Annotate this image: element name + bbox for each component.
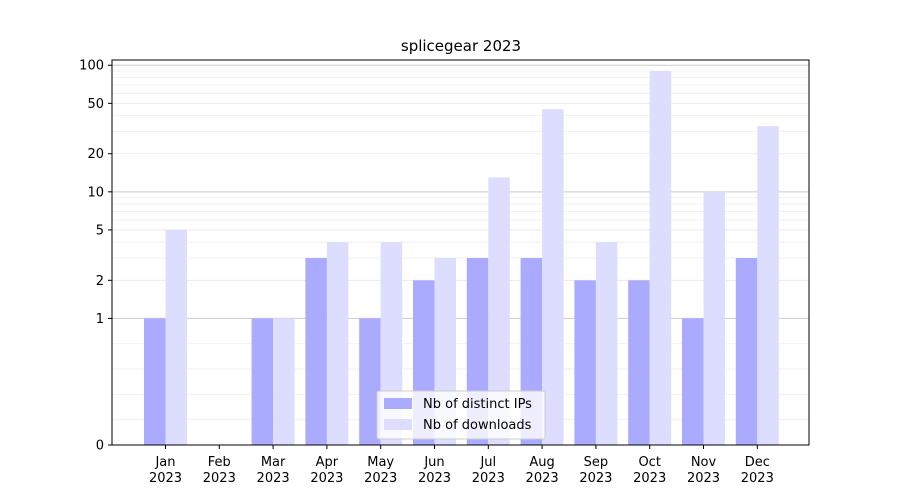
x-tick-label-year: 2023 — [149, 471, 182, 486]
y-tick-label: 5 — [96, 223, 104, 238]
x-tick-label-year: 2023 — [257, 471, 290, 486]
bar-downloads — [273, 318, 295, 445]
x-tick-label-month: Feb — [208, 455, 231, 470]
bar-distinct-ips — [144, 318, 166, 445]
bar-distinct-ips — [574, 280, 596, 445]
x-tick-label-year: 2023 — [687, 471, 720, 486]
y-tick-label: 2 — [96, 274, 104, 289]
y-tick-label: 1 — [96, 312, 104, 327]
legend-box — [376, 390, 546, 440]
x-tick-label-year: 2023 — [741, 471, 774, 486]
x-tick-label-month: Sep — [584, 455, 609, 470]
x-axis: Jan2023Feb2023Mar2023Apr2023May2023Jun20… — [149, 445, 774, 486]
x-tick-label-year: 2023 — [364, 471, 397, 486]
legend: Nb of distinct IPs Nb of downloads — [376, 390, 546, 440]
bar-downloads — [326, 242, 349, 445]
x-tick-label-month: Nov — [691, 455, 717, 470]
legend-label-downloads: Nb of downloads — [423, 418, 532, 433]
bar-downloads — [595, 242, 618, 445]
x-tick-label-month: Jan — [154, 455, 175, 470]
bar-distinct-ips — [628, 280, 650, 445]
bar-downloads — [649, 71, 672, 446]
x-tick-label-month: May — [367, 455, 394, 470]
x-tick-label-month: Oct — [638, 455, 660, 470]
y-tick-label: 100 — [79, 59, 104, 74]
x-tick-label-year: 2023 — [579, 471, 612, 486]
bar-downloads — [757, 126, 779, 446]
bar-downloads — [488, 177, 510, 446]
bar-downloads — [542, 109, 564, 446]
bar-distinct-ips — [682, 318, 704, 445]
y-tick-label: 20 — [87, 147, 104, 162]
x-tick-label-year: 2023 — [472, 471, 505, 486]
plot-frame — [111, 59, 810, 446]
y-tick-label: 50 — [87, 97, 104, 112]
x-tick-label-month: Apr — [316, 455, 339, 470]
grid-lines — [112, 64, 809, 421]
x-tick-label-year: 2023 — [310, 471, 343, 486]
bar-distinct-ips — [251, 318, 274, 445]
x-tick-label-year: 2023 — [526, 471, 559, 486]
legend-swatch-downloads — [384, 419, 412, 430]
x-tick-label-year: 2023 — [203, 471, 236, 486]
x-tick-label-month: Aug — [529, 455, 554, 470]
x-tick-label-month: Jun — [423, 455, 444, 470]
bar-distinct-ips — [735, 258, 758, 445]
bar-distinct-ips — [305, 258, 327, 445]
chart-title: splicegear 2023 — [401, 37, 521, 55]
x-tick-label-year: 2023 — [418, 471, 451, 486]
x-tick-label-month: Dec — [745, 455, 770, 470]
x-tick-label-month: Mar — [261, 455, 286, 470]
bar-downloads — [165, 229, 187, 445]
bar-downloads — [703, 191, 725, 445]
legend-swatch-distinct-ips — [384, 398, 412, 409]
bar-distinct-ips — [359, 318, 381, 445]
y-tick-label: 10 — [87, 185, 104, 200]
x-tick-label-month: Jul — [479, 455, 496, 470]
y-axis: 0 1 2 5 10 20 50 100 — [79, 59, 112, 454]
bars — [144, 71, 779, 446]
x-tick-label-year: 2023 — [633, 471, 666, 486]
legend-label-distinct-ips: Nb of distinct IPs — [423, 397, 532, 412]
y-tick-label: 0 — [96, 439, 104, 454]
